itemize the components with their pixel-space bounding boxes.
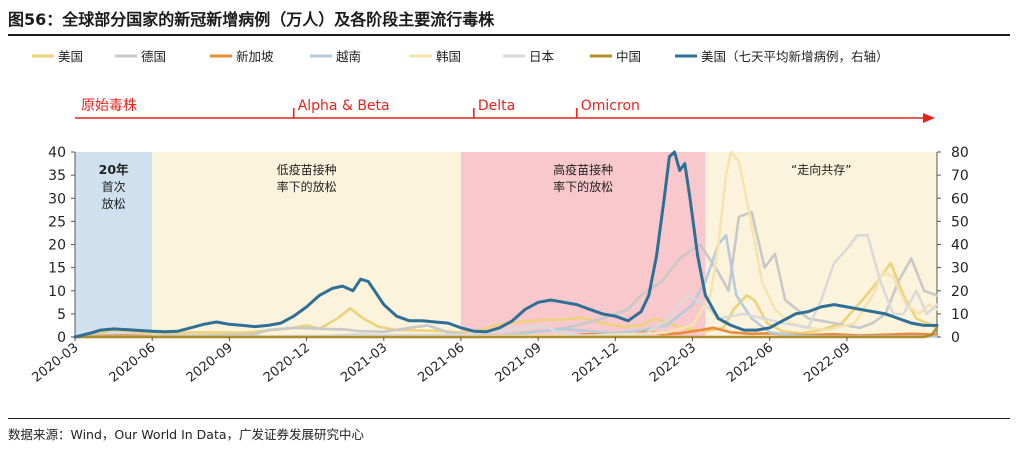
legend-label-2: 新加坡 bbox=[236, 49, 274, 64]
y-tick-label: 10 bbox=[48, 284, 66, 300]
series-line-3 bbox=[73, 234, 939, 339]
phase-label-0-2: 放松 bbox=[102, 196, 126, 211]
phase-label-2-0: 高疫苗接种 bbox=[553, 162, 613, 177]
x-tick-label: 2021-12 bbox=[570, 340, 622, 385]
y2-tick-label: 60 bbox=[951, 191, 969, 207]
series-line-7 bbox=[73, 150, 939, 339]
y-tick-label: 30 bbox=[48, 191, 66, 207]
y-tick-label: 20 bbox=[48, 238, 66, 254]
x-tick-label: 2021-09 bbox=[493, 340, 545, 385]
x-tick-label: 2022-09 bbox=[801, 340, 853, 385]
y-tick-label: 15 bbox=[48, 261, 66, 277]
source-divider bbox=[8, 418, 1010, 419]
phase-label-3-0: “走向共存” bbox=[791, 162, 851, 177]
legend: 美国 德国 新加坡 越南 韩国 日本 中国 美国（七天平均新增病例，右轴） bbox=[32, 49, 889, 64]
phase-label-0-0: 20年 bbox=[99, 162, 129, 177]
phase-label-1-1: 率下的放松 bbox=[277, 179, 337, 194]
source-note: 数据来源：Wind，Our World In Data，广发证券发展研究中心 bbox=[8, 427, 365, 442]
phase-backgrounds bbox=[75, 152, 937, 337]
legend-label-0: 美国 bbox=[58, 49, 83, 64]
legend-label-3: 越南 bbox=[336, 49, 361, 64]
strain-label-3: Omicron bbox=[581, 98, 640, 114]
y2-tick-label: 0 bbox=[951, 330, 960, 346]
timeline-arrowhead bbox=[923, 113, 935, 123]
legend-label-4: 韩国 bbox=[436, 49, 461, 64]
title-divider bbox=[8, 34, 1010, 36]
y2-tick-label: 10 bbox=[951, 307, 969, 323]
phase-region-3 bbox=[705, 152, 937, 337]
series-line-5 bbox=[73, 234, 939, 339]
x-tick-label: 2020-12 bbox=[261, 340, 313, 385]
y-tick-label: 5 bbox=[57, 307, 66, 323]
y2-tick-label: 80 bbox=[951, 145, 969, 161]
strain-label-0: 原始毒株 bbox=[81, 98, 137, 114]
legend-label-7: 美国（七天平均新增病例，右轴） bbox=[701, 49, 889, 64]
legend-label-5: 日本 bbox=[529, 49, 555, 64]
x-tick-label: 2020-03 bbox=[29, 340, 81, 385]
strain-label-1: Alpha & Beta bbox=[298, 98, 390, 114]
y2-tick-label: 70 bbox=[951, 168, 969, 184]
covid-cases-chart: 0 5 10 15 20 25 30 35 40 0 10 20 30 40 50 60 70 80 2020-03… bbox=[29, 49, 969, 386]
strain-label-2: Delta bbox=[478, 98, 515, 114]
y2-tick-label: 20 bbox=[951, 284, 969, 300]
y-tick-label: 35 bbox=[48, 168, 66, 184]
strain-timeline: 原始毒株 Alpha & Beta Delta Omicron bbox=[75, 98, 935, 123]
phase-label-1-0: 低疫苗接种 bbox=[277, 162, 337, 177]
phase-region-0 bbox=[75, 152, 153, 337]
x-tick-label: 2020-09 bbox=[184, 340, 236, 385]
x-tick-label: 2021-06 bbox=[415, 340, 467, 385]
series-line-6 bbox=[73, 326, 939, 339]
legend-label-6: 中国 bbox=[616, 49, 641, 64]
series-lines bbox=[73, 150, 939, 339]
phase-label-0-1: 首次 bbox=[102, 180, 126, 194]
y-tick-label: 40 bbox=[48, 145, 66, 161]
legend-label-1: 德国 bbox=[141, 49, 166, 64]
y-tick-label: 0 bbox=[57, 330, 66, 346]
series-line-4 bbox=[73, 150, 939, 339]
figure-title: 图56：全球部分国家的新冠新增病例（万人）及各阶段主要流行毒株 bbox=[8, 10, 495, 29]
y-tick-label: 25 bbox=[48, 214, 66, 230]
x-tick-label: 2022-06 bbox=[724, 340, 776, 385]
y2-tick-label: 30 bbox=[951, 261, 969, 277]
x-tick-label: 2021-03 bbox=[338, 340, 390, 385]
x-tick-label: 2022-03 bbox=[647, 340, 699, 385]
phase-label-2-1: 率下的放松 bbox=[553, 179, 613, 194]
x-tick-label: 2020-06 bbox=[107, 340, 159, 385]
y2-tick-label: 50 bbox=[951, 214, 969, 230]
series-line-1 bbox=[73, 210, 939, 339]
y2-tick-label: 40 bbox=[951, 238, 969, 254]
